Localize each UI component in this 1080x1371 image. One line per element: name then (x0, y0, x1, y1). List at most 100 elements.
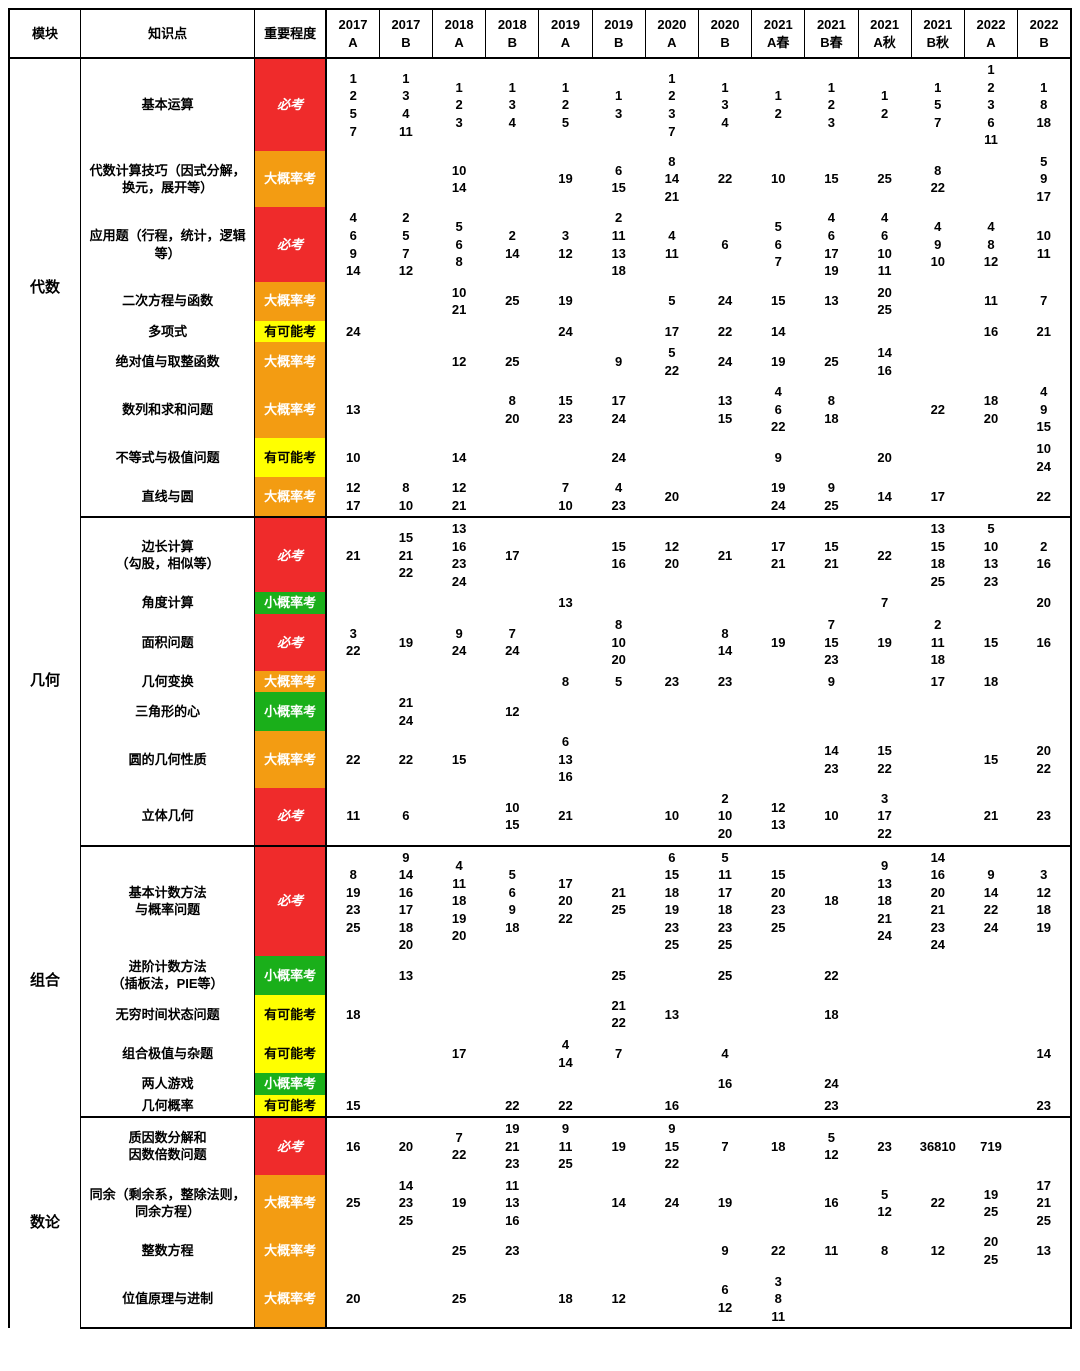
importance-cell: 小概率考 (255, 692, 327, 731)
year-cell (1018, 1271, 1071, 1329)
table-row: 二次方程与函数大概率考1021251952415132025117 (9, 282, 1071, 321)
year-cell: 3811 (752, 1271, 805, 1329)
year-cell (379, 381, 432, 438)
year-cell: 23 (805, 1095, 858, 1118)
topic-cell: 进阶计数方法（插板法，PIE等） (81, 956, 255, 995)
year-cell: 1217 (326, 477, 379, 517)
importance-cell: 必考 (255, 1117, 327, 1175)
year-cell: 461719 (805, 207, 858, 281)
year-cell (752, 1073, 805, 1095)
year-cell (379, 995, 432, 1034)
year-cell (486, 995, 539, 1034)
year-cell (752, 592, 805, 614)
year-cell: 4622 (752, 381, 805, 438)
year-cell (911, 282, 964, 321)
year-cell (539, 438, 592, 477)
year-cell (645, 731, 698, 788)
year-cell: 10 (326, 438, 379, 477)
topic-cell: 基本运算 (81, 58, 255, 151)
year-cell (858, 995, 911, 1034)
year-cell (911, 788, 964, 846)
year-cell: 722 (433, 1117, 486, 1175)
table-row: 无穷时间状态问题有可能考1821221318 (9, 995, 1071, 1034)
table-row: 几何变换大概率考85232391718 (9, 671, 1071, 693)
year-cell (805, 592, 858, 614)
importance-cell: 大概率考 (255, 1271, 327, 1329)
year-cell (539, 995, 592, 1034)
topic-cell: 边长计算（勾股，相似等） (81, 517, 255, 592)
year-cell: 13 (805, 282, 858, 321)
header-year: 2022B (1018, 9, 1071, 58)
year-cell: 25 (486, 342, 539, 381)
year-cell: 1724 (592, 381, 645, 438)
year-cell: 423 (592, 477, 645, 517)
year-cell: 18 (326, 995, 379, 1034)
topic-cell: 多项式 (81, 321, 255, 343)
year-cell (964, 1095, 1017, 1118)
year-cell (433, 692, 486, 731)
year-cell (911, 1034, 964, 1073)
year-cell: 19 (379, 614, 432, 671)
year-cell: 12 (433, 342, 486, 381)
year-cell (326, 592, 379, 614)
topic-cell: 位值原理与进制 (81, 1271, 255, 1329)
year-cell: 123611 (964, 58, 1017, 151)
header-year: 2019B (592, 9, 645, 58)
year-cell: 14 (592, 1175, 645, 1232)
year-cell: 2125 (592, 846, 645, 956)
year-cell: 13 (645, 995, 698, 1034)
year-cell: 20 (326, 1271, 379, 1329)
year-cell: 1516 (592, 517, 645, 592)
importance-cell: 必考 (255, 614, 327, 671)
year-cell: 31722 (858, 788, 911, 846)
year-cell: 924 (433, 614, 486, 671)
year-cell: 24 (645, 1175, 698, 1232)
year-cell: 20 (858, 438, 911, 477)
year-cell (486, 956, 539, 995)
topic-cell: 无穷时间状态问题 (81, 995, 255, 1034)
importance-cell: 大概率考 (255, 151, 327, 208)
year-cell (858, 956, 911, 995)
year-cell: 1925 (964, 1175, 1017, 1232)
year-cell: 20 (645, 477, 698, 517)
year-cell: 1924 (752, 477, 805, 517)
year-cell: 8 (539, 671, 592, 693)
year-cell (645, 1271, 698, 1329)
year-cell (698, 692, 751, 731)
year-cell: 25 (326, 1175, 379, 1232)
year-cell: 1416 (858, 342, 911, 381)
importance-cell: 大概率考 (255, 1175, 327, 1232)
year-cell (858, 321, 911, 343)
table-row: 面积问题必考3221992472481020814197152319211181… (9, 614, 1071, 671)
year-cell: 23 (1018, 788, 1071, 846)
year-cell: 1423 (805, 731, 858, 788)
year-cell (805, 438, 858, 477)
year-cell: 2025 (964, 1231, 1017, 1270)
year-cell (433, 956, 486, 995)
year-cell: 9 (698, 1231, 751, 1270)
topic-cell: 直线与圆 (81, 477, 255, 517)
importance-cell: 有可能考 (255, 321, 327, 343)
year-cell: 12 (911, 1231, 964, 1270)
year-cell: 2025 (858, 282, 911, 321)
year-cell: 19 (858, 614, 911, 671)
year-cell: 22 (911, 1175, 964, 1232)
year-cell: 14 (1018, 1034, 1071, 1073)
year-cell: 111316 (486, 1175, 539, 1232)
table-row: 绝对值与取整函数大概率考122595222419251416 (9, 342, 1071, 381)
year-cell (592, 692, 645, 731)
year-cell: 81020 (592, 614, 645, 671)
year-cell (1018, 956, 1071, 995)
year-cell (858, 1095, 911, 1118)
year-cell (858, 671, 911, 693)
year-cell: 25 (592, 956, 645, 995)
year-cell: 12 (752, 58, 805, 151)
year-cell: 125 (539, 58, 592, 151)
year-cell: 18 (752, 1117, 805, 1175)
year-cell: 411181920 (433, 846, 486, 956)
year-cell: 23 (698, 671, 751, 693)
year-cell: 17 (645, 321, 698, 343)
exam-topic-table: 模块知识点重要程度2017A2017B2018A2018B2019A2019B2… (8, 8, 1072, 1329)
header-year: 2021A秋 (858, 9, 911, 58)
year-cell: 925 (805, 477, 858, 517)
